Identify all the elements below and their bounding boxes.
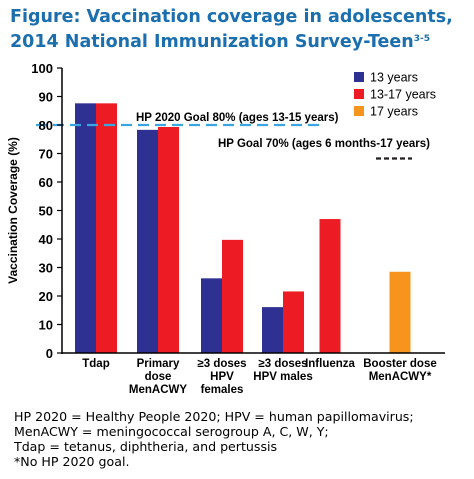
- footnote-line: HP 2020 = Healthy People 2020; HPV = hum…: [14, 409, 414, 424]
- x-category-label: ≥3 doses: [258, 358, 307, 370]
- legend: 13 years 13-17 years 17 years: [354, 71, 436, 119]
- y-tick-label: 20: [39, 289, 53, 304]
- vaccination-bar-chart: HP 2020 Goal 80% (ages 13-15 years) HP Go…: [6, 61, 445, 396]
- x-category-label: dose: [145, 371, 172, 383]
- figure-title: Figure: Vaccination coverage in adolesce…: [10, 6, 470, 53]
- y-tick-label: 10: [39, 318, 53, 333]
- bar-17-years-booster-dose-menacwy-: [389, 271, 411, 353]
- title-line-2: 2014 National Immunization Survey-Teen3-…: [10, 28, 470, 53]
- y-tick-label: 40: [39, 232, 53, 247]
- bar-13-17-years-influenza: [319, 219, 341, 353]
- bar-13-years-tdap: [75, 103, 96, 353]
- y-tick-label: 90: [39, 90, 53, 105]
- legend-swatch-17-years: [354, 106, 364, 116]
- y-tick-label: 100: [31, 61, 53, 76]
- footnote: HP 2020 = Healthy People 2020; HPV = hum…: [14, 409, 470, 469]
- reference-lines-layer: HP 2020 Goal 80% (ages 13-15 years) HP Go…: [36, 112, 430, 160]
- bar-13-17-years-primary-dose-menacwy: [158, 126, 179, 354]
- y-tick-label: 30: [39, 261, 53, 276]
- title-reference: 3-5: [413, 34, 430, 44]
- x-category-label: MenACWY*: [369, 371, 432, 383]
- axes-layer: 0 10 20 30 40 50 60 70 80 90 100 Vaccination Covera…: [6, 61, 445, 396]
- y-axis-label: Vaccination Coverage (%): [6, 137, 20, 284]
- bar-13-17-years-tdap: [96, 103, 117, 353]
- x-category-label: MenACWY: [129, 384, 187, 396]
- x-category-label: Tdap: [82, 358, 109, 370]
- bar-13-years-primary-dose-menacwy: [137, 129, 158, 353]
- legend-swatch-13-17-years: [354, 89, 364, 99]
- legend-label: 13-17 years: [370, 88, 436, 102]
- y-tick-label: 80: [39, 118, 53, 133]
- x-category-label: HPV: [210, 371, 234, 383]
- y-tick-label: 0: [46, 346, 53, 361]
- bar-13-years--3-doses-hpv-males: [262, 307, 283, 353]
- bar-13-17-years--3-doses-hpv-females: [222, 239, 243, 353]
- x-category-label: HPV males: [253, 371, 312, 383]
- x-category-label: Booster dose: [363, 358, 437, 370]
- footnote-line: Tdap = tetanus, diphtheria, and pertussi…: [14, 439, 278, 454]
- y-tick-label: 60: [39, 175, 53, 190]
- legend-label: 17 years: [370, 105, 418, 119]
- legend-label: 13 years: [370, 71, 418, 85]
- title-line-2-text: 2014 National Immunization Survey-Teen: [10, 32, 414, 52]
- bar-13-17-years--3-doses-hpv-males: [283, 291, 304, 353]
- x-category-label: females: [201, 384, 244, 396]
- x-category-label: ≥3 doses: [197, 358, 246, 370]
- x-category-label: Influenza: [305, 358, 355, 370]
- legend-swatch-13-years: [354, 72, 364, 82]
- x-category-label: Primary: [137, 358, 180, 370]
- y-tick-label: 70: [39, 147, 53, 162]
- bar-13-years--3-doses-hpv-females: [201, 278, 222, 353]
- y-tick-label: 50: [39, 204, 53, 219]
- hp2020-goal-label: HP 2020 Goal 80% (ages 13-15 years): [136, 112, 339, 124]
- hp70-goal-label: HP Goal 70% (ages 6 months-17 years): [218, 138, 430, 150]
- title-line-1: Figure: Vaccination coverage in adolesce…: [10, 7, 453, 27]
- bars-layer: [75, 103, 411, 354]
- footnote-line: MenACWY = meningococcal serogroup A, C, …: [14, 424, 329, 439]
- footnote-line: *No HP 2020 goal.: [14, 454, 130, 469]
